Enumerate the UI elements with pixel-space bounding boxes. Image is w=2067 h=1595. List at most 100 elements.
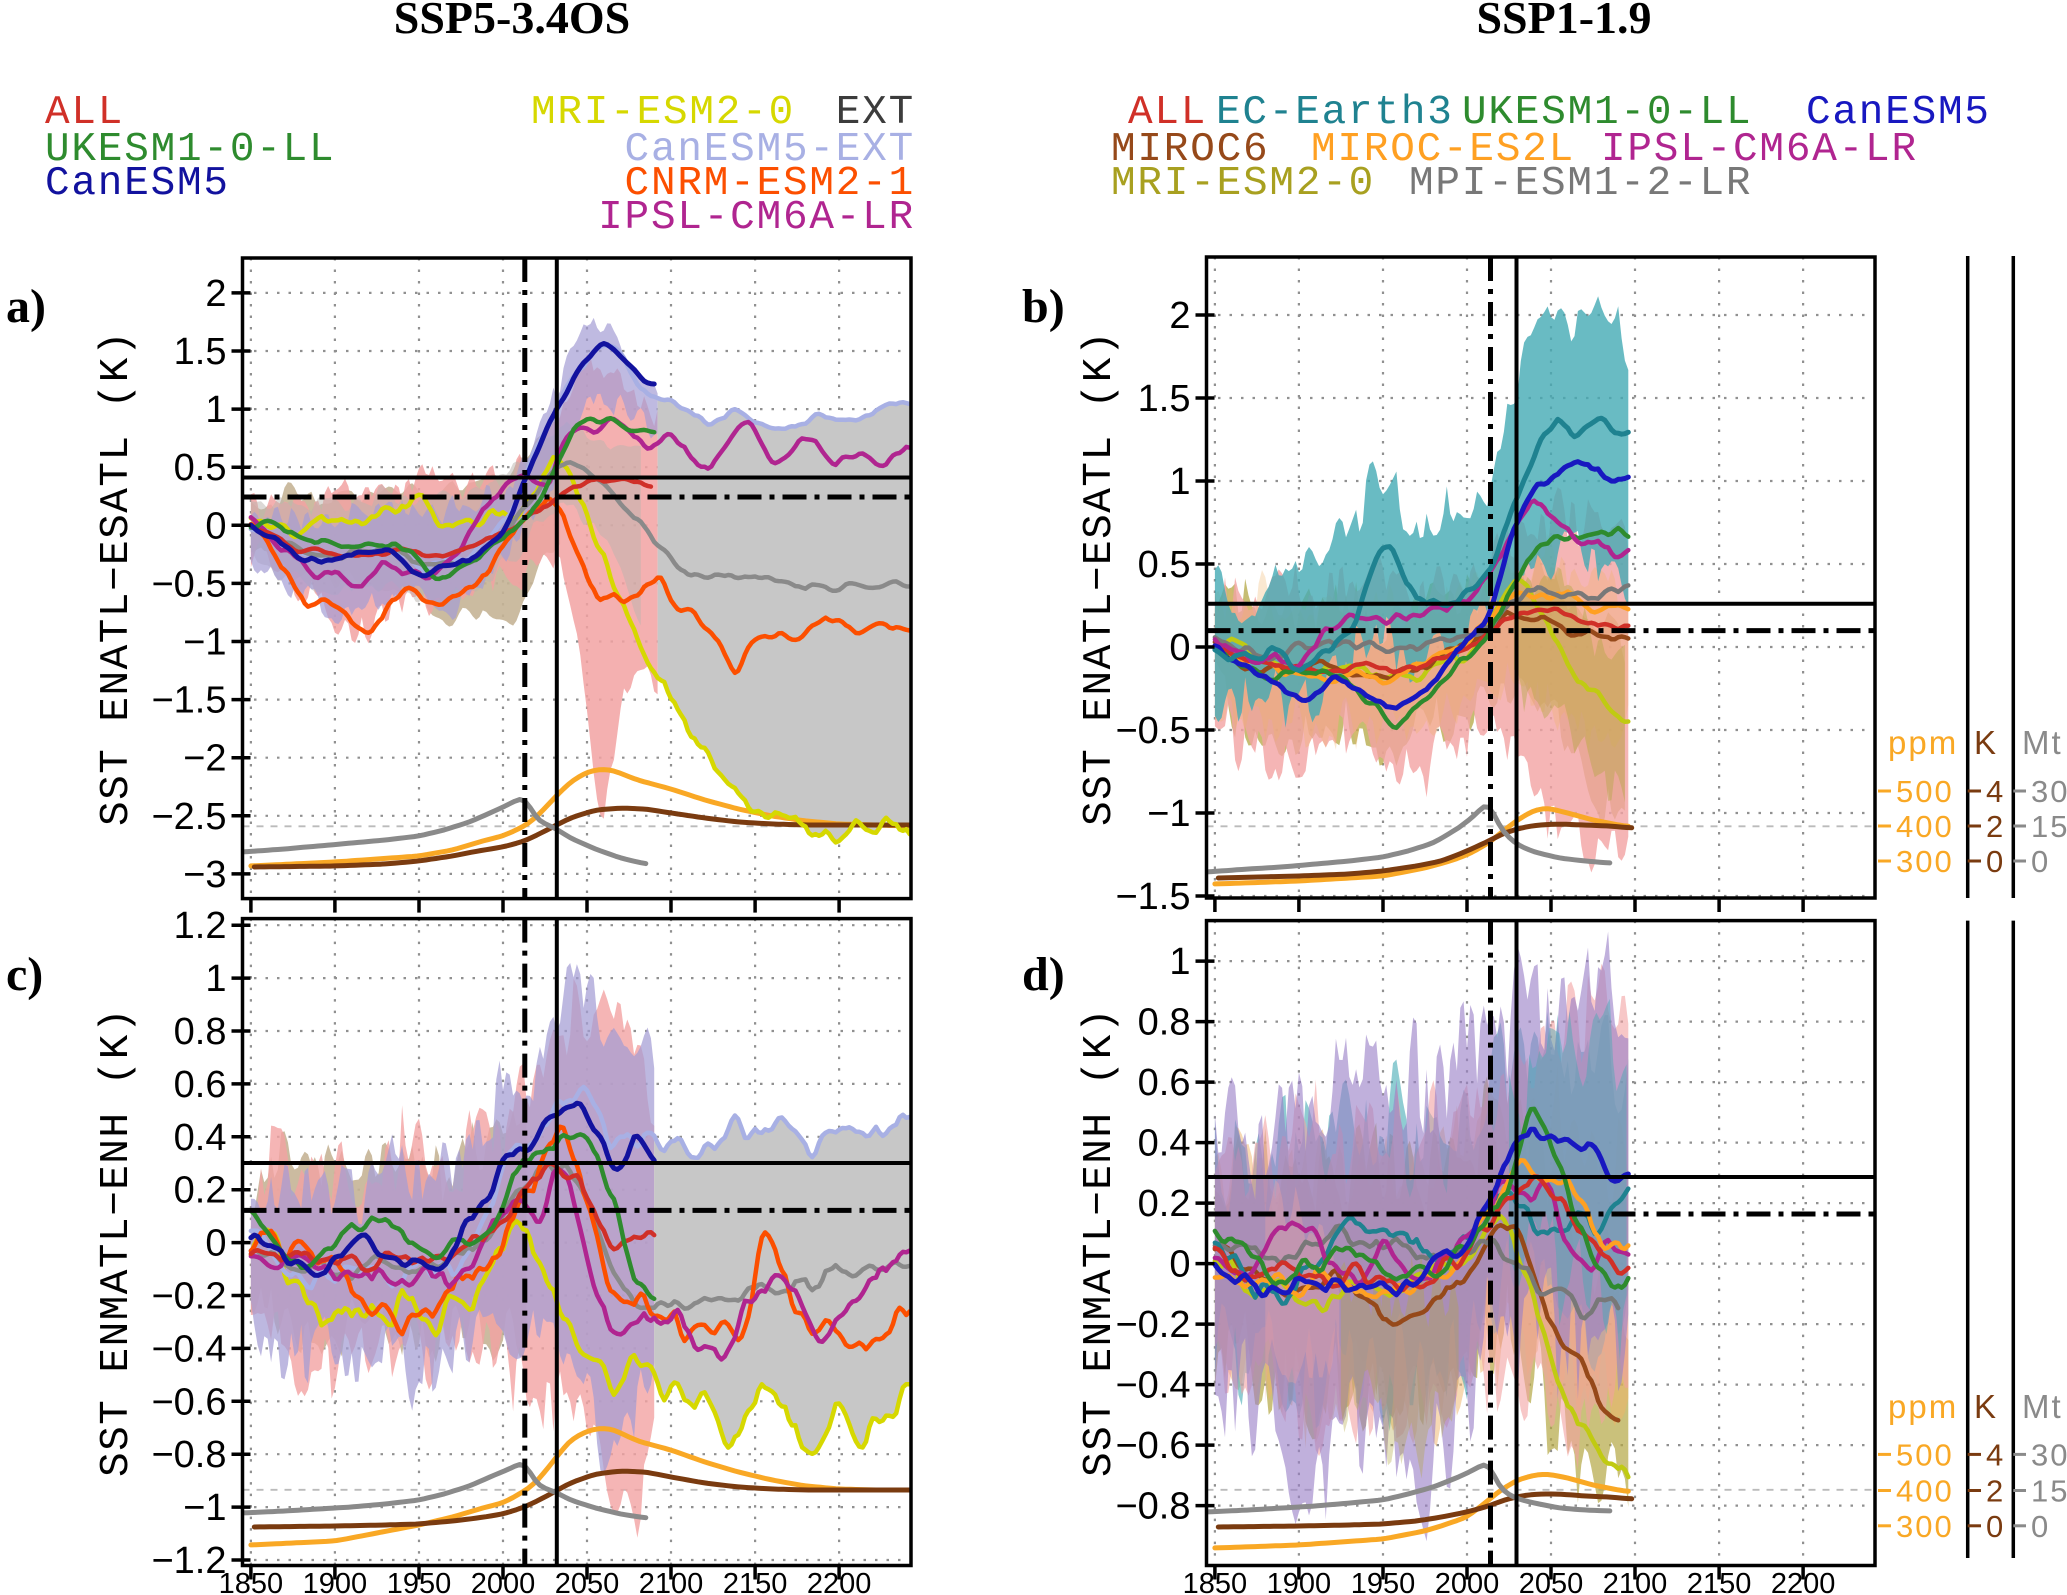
svg-text:2000: 2000 — [471, 1568, 536, 1595]
svg-text:−1.2: −1.2 — [151, 1540, 226, 1582]
svg-text:0.8: 0.8 — [174, 1011, 227, 1053]
svg-text:−0.2: −0.2 — [151, 1276, 226, 1318]
svg-text:Mt: Mt — [2022, 724, 2063, 761]
svg-text:−0.6: −0.6 — [1115, 1425, 1190, 1467]
svg-text:0: 0 — [205, 1223, 226, 1265]
svg-text:0: 0 — [1986, 1509, 2005, 1544]
svg-text:SST ENMATL−ENH (K): SST ENMATL−ENH (K) — [1077, 1007, 1123, 1477]
svg-text:−2: −2 — [183, 738, 226, 780]
svg-text:2000: 2000 — [1435, 1568, 1500, 1595]
svg-text:1.2: 1.2 — [174, 905, 227, 947]
svg-text:ppm: ppm — [1888, 1388, 1958, 1425]
svg-text:2150: 2150 — [1687, 1568, 1752, 1595]
svg-text:1900: 1900 — [303, 1568, 368, 1595]
svg-text:0: 0 — [1986, 844, 2005, 879]
svg-text:K: K — [1974, 724, 1998, 761]
svg-text:0.2: 0.2 — [1138, 1183, 1191, 1225]
svg-text:−0.8: −0.8 — [151, 1434, 226, 1476]
svg-text:SST ENMATL−ENH (K): SST ENMATL−ENH (K) — [94, 1007, 140, 1477]
svg-text:CanESM5: CanESM5 — [1806, 90, 1991, 136]
svg-text:2150: 2150 — [723, 1568, 788, 1595]
svg-text:30: 30 — [2031, 774, 2067, 809]
svg-text:0.5: 0.5 — [1138, 544, 1191, 586]
svg-text:−0.5: −0.5 — [1115, 710, 1190, 752]
svg-text:ALL: ALL — [1128, 90, 1207, 136]
svg-text:MPI-ESM1-2-LR: MPI-ESM1-2-LR — [1409, 161, 1752, 207]
svg-text:ALL: ALL — [45, 90, 124, 136]
svg-text:1850: 1850 — [1183, 1568, 1248, 1595]
svg-text:1: 1 — [205, 958, 226, 1000]
svg-text:a): a) — [6, 280, 46, 333]
svg-text:4: 4 — [1986, 1437, 2005, 1472]
svg-text:K: K — [1974, 1388, 1998, 1425]
svg-text:IPSL-CM6A-LR: IPSL-CM6A-LR — [1601, 127, 1918, 173]
svg-text:UKESM1-0-LL: UKESM1-0-LL — [1462, 90, 1752, 136]
svg-text:0: 0 — [205, 505, 226, 547]
svg-text:1: 1 — [205, 389, 226, 431]
svg-text:−1: −1 — [183, 1487, 226, 1529]
svg-text:−0.4: −0.4 — [1115, 1365, 1190, 1407]
svg-text:2200: 2200 — [807, 1568, 872, 1595]
svg-text:1850: 1850 — [219, 1568, 284, 1595]
svg-text:−1: −1 — [1147, 793, 1190, 835]
svg-text:400: 400 — [1896, 1474, 1954, 1509]
svg-text:MIROC-ES2L: MIROC-ES2L — [1311, 127, 1575, 173]
svg-text:ppm: ppm — [1888, 724, 1958, 761]
svg-text:MIROC6: MIROC6 — [1111, 127, 1269, 173]
svg-text:0.6: 0.6 — [1138, 1062, 1191, 1104]
svg-text:500: 500 — [1896, 774, 1954, 809]
svg-text:MRI-ESM2-0: MRI-ESM2-0 — [1111, 161, 1375, 207]
svg-text:−0.5: −0.5 — [151, 563, 226, 605]
svg-text:0.8: 0.8 — [1138, 1002, 1191, 1044]
svg-text:−0.6: −0.6 — [151, 1381, 226, 1423]
svg-text:400: 400 — [1896, 809, 1954, 844]
svg-text:EC-Earth3: EC-Earth3 — [1216, 90, 1454, 136]
svg-text:MRI-ESM2-0: MRI-ESM2-0 — [531, 90, 795, 136]
svg-text:0.6: 0.6 — [174, 1064, 227, 1106]
svg-text:0: 0 — [2031, 1509, 2050, 1544]
svg-text:2: 2 — [1986, 1474, 2005, 1509]
svg-text:300: 300 — [1896, 844, 1954, 879]
svg-text:SSP5-3.4OS: SSP5-3.4OS — [394, 0, 630, 43]
svg-text:1950: 1950 — [1351, 1568, 1416, 1595]
svg-text:UKESM1-0-LL: UKESM1-0-LL — [45, 127, 335, 173]
svg-text:15: 15 — [2031, 1474, 2067, 1509]
svg-text:−0.2: −0.2 — [1115, 1304, 1190, 1346]
svg-text:2: 2 — [205, 273, 226, 315]
svg-text:2050: 2050 — [555, 1568, 620, 1595]
svg-text:0.4: 0.4 — [1138, 1123, 1191, 1165]
svg-text:−0.4: −0.4 — [151, 1328, 226, 1370]
svg-text:1: 1 — [1169, 941, 1190, 983]
svg-text:CNRM-ESM2-1: CNRM-ESM2-1 — [625, 161, 915, 207]
svg-text:2100: 2100 — [639, 1568, 704, 1595]
svg-text:SSP1-1.9: SSP1-1.9 — [1476, 0, 1651, 43]
svg-text:15: 15 — [2031, 809, 2067, 844]
svg-text:4: 4 — [1986, 774, 2005, 809]
svg-text:2200: 2200 — [1771, 1568, 1836, 1595]
svg-text:2100: 2100 — [1603, 1568, 1668, 1595]
svg-text:d): d) — [1022, 948, 1065, 1001]
svg-text:500: 500 — [1896, 1437, 1954, 1472]
svg-text:0: 0 — [1169, 1244, 1190, 1286]
svg-text:1: 1 — [1169, 461, 1190, 503]
svg-text:1.5: 1.5 — [1138, 378, 1191, 420]
svg-text:0.4: 0.4 — [174, 1117, 227, 1159]
svg-text:−3: −3 — [183, 854, 226, 896]
svg-text:IPSL-CM6A-LR: IPSL-CM6A-LR — [598, 195, 915, 241]
svg-text:1900: 1900 — [1267, 1568, 1332, 1595]
svg-text:0: 0 — [2031, 844, 2050, 879]
svg-text:−1.5: −1.5 — [1115, 876, 1190, 918]
svg-text:−0.8: −0.8 — [1115, 1486, 1190, 1528]
svg-text:Mt: Mt — [2022, 1388, 2063, 1425]
svg-text:2050: 2050 — [1519, 1568, 1584, 1595]
svg-text:0: 0 — [1169, 627, 1190, 669]
svg-text:−1.5: −1.5 — [151, 680, 226, 722]
svg-text:CanESM5: CanESM5 — [45, 161, 230, 207]
svg-text:−1: −1 — [183, 622, 226, 664]
svg-text:−2.5: −2.5 — [151, 796, 226, 838]
svg-text:1.5: 1.5 — [174, 331, 227, 373]
svg-text:c): c) — [6, 948, 43, 1001]
svg-text:EXT: EXT — [836, 90, 915, 136]
svg-text:300: 300 — [1896, 1509, 1954, 1544]
svg-text:30: 30 — [2031, 1437, 2067, 1472]
